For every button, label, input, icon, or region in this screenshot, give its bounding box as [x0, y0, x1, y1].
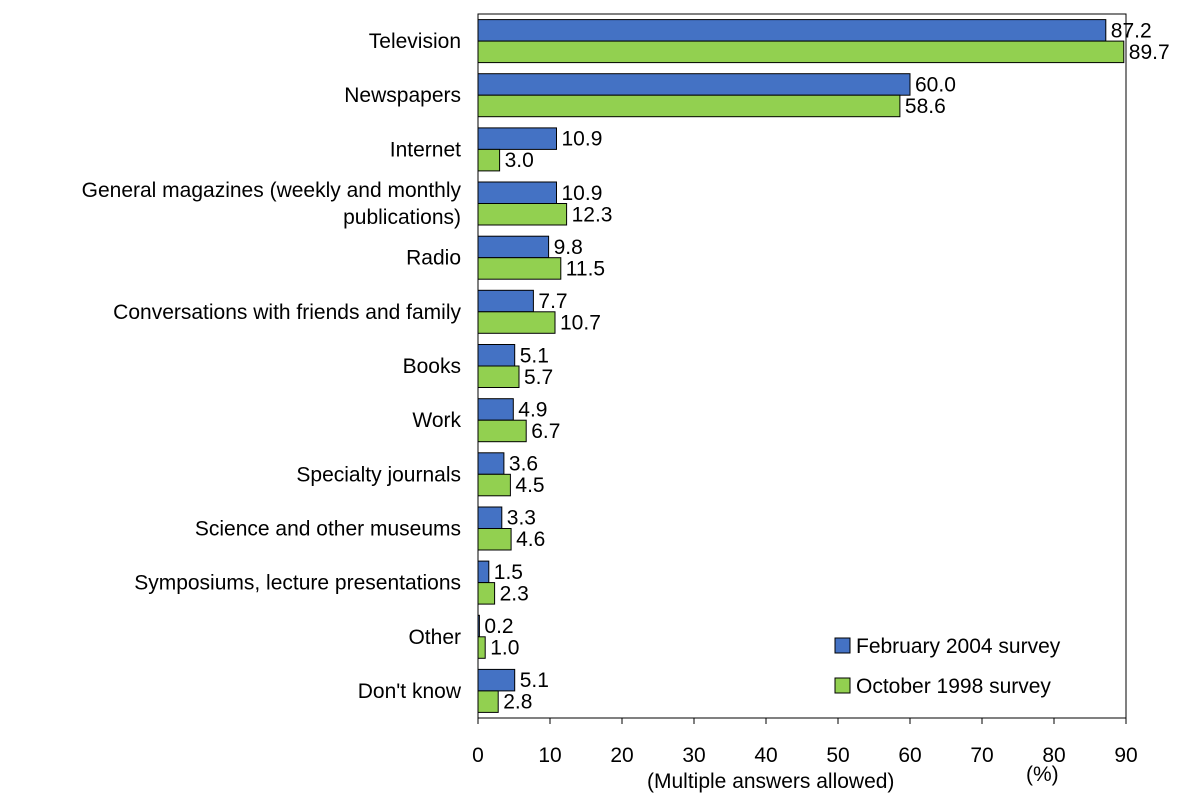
- bar-series-1: [477, 452, 505, 475]
- category-label: Conversations with friends and family: [113, 301, 461, 324]
- data-label: 87.2: [1111, 19, 1152, 42]
- bar-series-1: [477, 289, 534, 313]
- data-label: 5.1: [520, 669, 549, 692]
- category-label: Science and other museums: [195, 518, 461, 541]
- x-tick-label: 60: [898, 744, 921, 767]
- x-tick-label: 80: [1042, 744, 1065, 767]
- bar-series-2: [477, 419, 527, 443]
- data-label: 10.7: [560, 312, 601, 335]
- x-axis-note: (Multiple answers allowed): [647, 770, 895, 793]
- bar-series-2: [477, 582, 496, 605]
- bars-group: [477, 19, 1125, 713]
- category-label: General magazines (weekly and monthly: [82, 179, 462, 202]
- data-label: 12.3: [572, 203, 613, 226]
- data-label: 6.7: [531, 420, 560, 443]
- category-label: Books: [403, 355, 461, 378]
- bar-series-2: [477, 257, 562, 280]
- x-tick-label: 30: [682, 744, 705, 767]
- legend-label: February 2004 survey: [856, 635, 1061, 658]
- bar-series-2: [477, 528, 512, 551]
- bar-series-2: [477, 473, 511, 497]
- category-label: Work: [412, 409, 461, 432]
- data-label: 3.3: [507, 507, 536, 530]
- bar-series-1: [477, 181, 557, 204]
- category-label: Symposiums, lecture presentations: [134, 572, 461, 595]
- x-tick-label: 70: [970, 744, 993, 767]
- bar-series-2: [477, 203, 568, 226]
- data-label: 1.5: [494, 561, 523, 584]
- bar-series-1: [477, 73, 911, 96]
- data-label: 10.9: [562, 182, 603, 205]
- bar-series-2: [477, 148, 501, 172]
- data-label: 10.9: [562, 128, 603, 151]
- x-tick-label: 90: [1114, 744, 1137, 767]
- bar-series-2: [477, 40, 1125, 64]
- category-label: Radio: [406, 247, 461, 270]
- x-axis: 0 10 20 30 40 50 60 70 80 90: [472, 718, 1138, 767]
- x-tick-label: 20: [610, 744, 633, 767]
- category-labels-group: Television Newspapers Internet General maga…: [82, 30, 462, 703]
- bar-series-1: [477, 19, 1107, 42]
- x-axis-unit-label: (%): [1026, 763, 1059, 786]
- bar-series-2: [477, 311, 556, 334]
- x-tick-label: 50: [826, 744, 849, 767]
- bar-series-1: [477, 614, 480, 638]
- plot-area: [477, 13, 1127, 719]
- data-label: 7.7: [538, 290, 567, 313]
- data-label: 1.0: [490, 637, 519, 660]
- data-label: 89.7: [1129, 41, 1170, 64]
- bar-series-2: [477, 690, 499, 713]
- bar-series-1: [477, 506, 503, 529]
- x-tick-label: 40: [754, 744, 777, 767]
- data-label: 4.9: [518, 398, 547, 421]
- x-tick-label: 10: [538, 744, 561, 767]
- data-label: 4.6: [516, 528, 545, 551]
- x-tick-label: 0: [472, 744, 484, 767]
- category-label: Newspapers: [344, 84, 461, 107]
- bar-series-2: [477, 365, 520, 388]
- category-label: publications): [343, 206, 461, 229]
- category-label: Don't know: [358, 680, 462, 703]
- data-label: 60.0: [915, 74, 956, 97]
- bar-series-1: [477, 398, 514, 421]
- legend-swatch: [834, 637, 851, 654]
- category-label: Specialty journals: [296, 463, 461, 486]
- legend-swatch: [834, 677, 851, 694]
- category-label: Internet: [390, 138, 461, 161]
- data-label: 3.6: [509, 453, 538, 476]
- data-label: 2.8: [503, 691, 532, 714]
- bar-series-2: [477, 94, 901, 118]
- legend-label: October 1998 survey: [856, 675, 1051, 698]
- legend: February 2004 survey October 1998 survey: [834, 635, 1061, 698]
- bar-series-1: [477, 668, 516, 692]
- bar-series-1: [477, 235, 550, 259]
- data-label: 11.5: [566, 257, 605, 280]
- data-label: 2.3: [500, 582, 529, 605]
- category-label: Other: [408, 626, 461, 649]
- bar-series-1: [477, 344, 516, 367]
- data-label: 5.1: [520, 344, 549, 367]
- bar-series-2: [477, 636, 486, 659]
- data-label: 58.6: [905, 95, 946, 118]
- data-label: 5.7: [524, 366, 553, 389]
- bar-series-1: [477, 560, 490, 584]
- data-label: 0.2: [484, 615, 513, 638]
- data-label: 3.0: [505, 149, 534, 172]
- category-label: Television: [369, 30, 461, 53]
- value-labels-group: 87.289.760.058.610.93.010.912.39.811.57.…: [484, 19, 1169, 713]
- bar-series-1: [477, 127, 557, 150]
- data-label: 4.5: [515, 474, 544, 497]
- data-label: 9.8: [554, 236, 583, 259]
